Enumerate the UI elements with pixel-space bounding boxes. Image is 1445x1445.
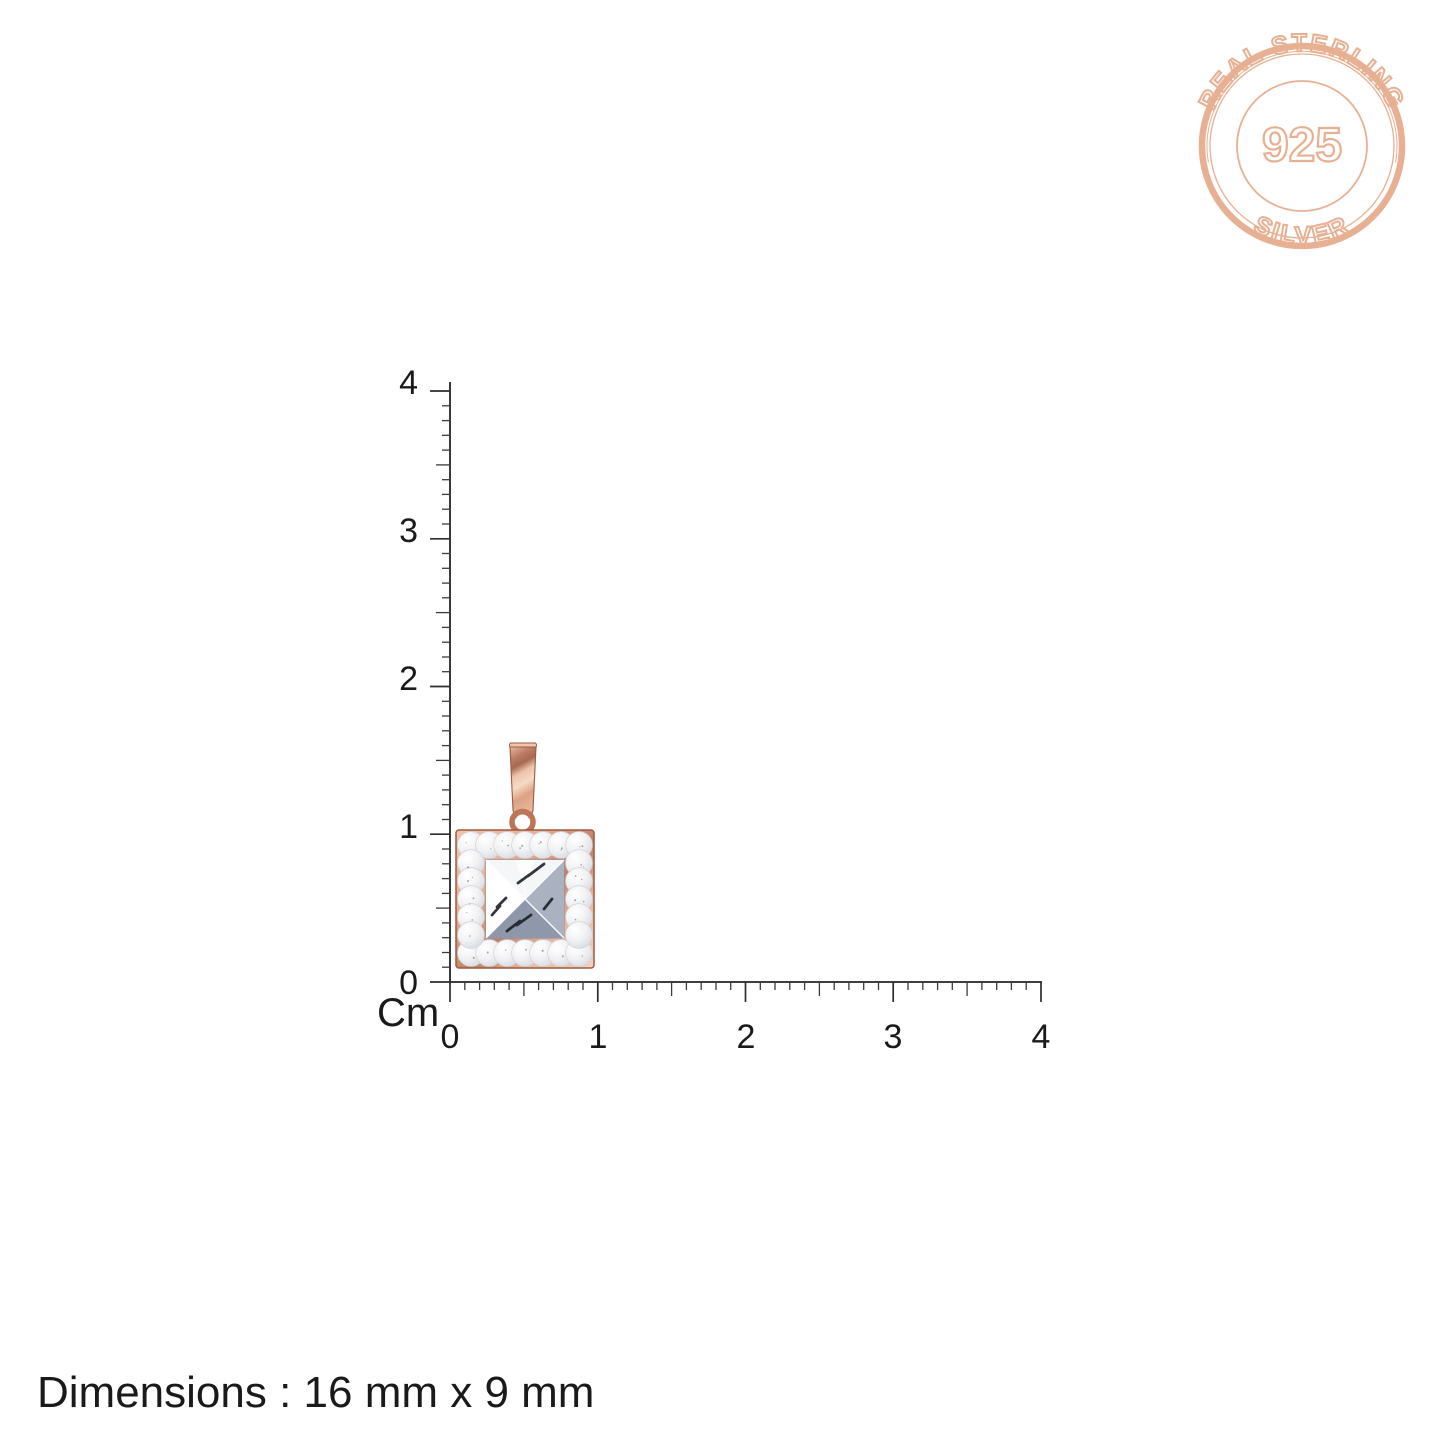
svg-text:SILVER: SILVER bbox=[1250, 211, 1355, 251]
svg-text:3: 3 bbox=[399, 512, 418, 550]
svg-text:925: 925 bbox=[1262, 119, 1342, 172]
svg-text:3: 3 bbox=[884, 1018, 903, 1056]
svg-text:1: 1 bbox=[399, 808, 418, 846]
svg-text:Dimensions : 16 mm x 9 mm: Dimensions : 16 mm x 9 mm bbox=[37, 1368, 594, 1417]
svg-text:0: 0 bbox=[441, 1018, 460, 1056]
svg-text:REAL STERLING: REAL STERLING bbox=[1194, 29, 1411, 114]
svg-text:4: 4 bbox=[399, 364, 418, 402]
svg-text:4: 4 bbox=[1032, 1018, 1051, 1056]
svg-text:1: 1 bbox=[589, 1018, 608, 1056]
svg-text:Cm: Cm bbox=[377, 991, 439, 1035]
svg-text:2: 2 bbox=[737, 1018, 756, 1056]
svg-text:2: 2 bbox=[399, 660, 418, 698]
